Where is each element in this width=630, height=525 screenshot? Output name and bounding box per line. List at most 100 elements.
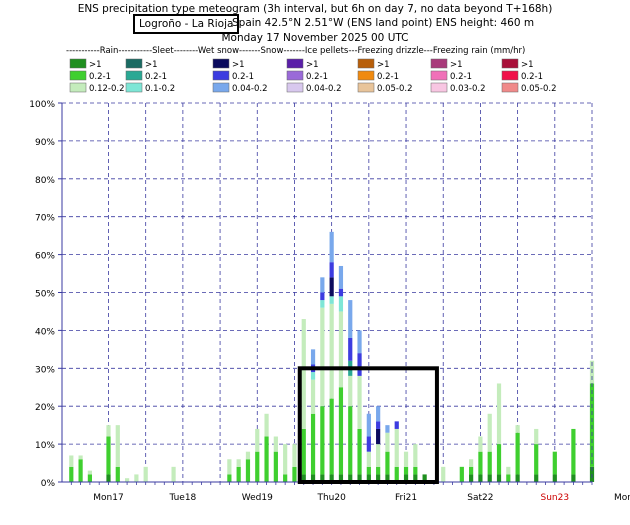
xtick-label: Sun23 bbox=[541, 493, 570, 503]
bar-segment bbox=[338, 311, 344, 388]
bar-segment bbox=[469, 474, 474, 482]
bar-segment bbox=[376, 444, 381, 467]
bar-segment bbox=[403, 474, 409, 482]
bar-segment bbox=[283, 444, 288, 475]
bar-segment bbox=[227, 474, 232, 482]
bar-segment bbox=[320, 474, 325, 482]
run-time: Monday 17 November 2025 00 UTC bbox=[221, 32, 409, 44]
ytick-label: 50% bbox=[35, 290, 55, 300]
bar-segment bbox=[310, 349, 316, 365]
ytick-label: 70% bbox=[35, 214, 55, 224]
bar-segment bbox=[273, 436, 278, 452]
legend-label: 0.03-0.2 bbox=[450, 84, 486, 94]
ytick-label: 30% bbox=[35, 365, 55, 375]
legend-swatch-snow-2 bbox=[286, 82, 304, 93]
bar-segment bbox=[534, 474, 539, 482]
xtick-label: Tue18 bbox=[168, 493, 196, 503]
bar-segment bbox=[310, 372, 316, 380]
bar-segment bbox=[338, 387, 344, 475]
legend-label: 0.2-1 bbox=[145, 72, 167, 82]
legend-label: 0.2-1 bbox=[450, 72, 472, 82]
legend-label: 0.05-0.2 bbox=[521, 84, 557, 94]
bar-segment bbox=[338, 288, 344, 297]
bar-segment bbox=[478, 474, 483, 482]
bar-segment bbox=[338, 474, 344, 482]
bar-segment bbox=[329, 474, 334, 482]
bar-segment bbox=[329, 262, 334, 278]
legend-heading: -----------Rain-----------Sleet--------W… bbox=[66, 46, 526, 56]
bar-segment bbox=[310, 413, 316, 475]
bar-segment bbox=[366, 474, 371, 482]
bar-segment bbox=[496, 444, 502, 475]
bar-segment bbox=[422, 474, 427, 482]
bar-segment bbox=[245, 451, 251, 460]
bar-segment bbox=[534, 444, 539, 475]
bar-segment bbox=[69, 455, 74, 467]
bar-segment bbox=[329, 303, 334, 399]
bar-segment bbox=[403, 451, 409, 467]
legend-label: 0.04-0.2 bbox=[306, 84, 342, 94]
bar-segment bbox=[236, 466, 241, 482]
bar-segment bbox=[376, 406, 381, 422]
bar-segment bbox=[273, 451, 278, 482]
legend-label: 0.2-1 bbox=[306, 72, 328, 82]
bar-segment bbox=[320, 300, 325, 308]
legend-swatch-sleet-2 bbox=[125, 82, 143, 93]
legend-swatch-snow-1 bbox=[286, 70, 304, 81]
bar-segment bbox=[441, 466, 446, 482]
xtick-label: Thu20 bbox=[316, 493, 346, 503]
legend-label: 0.12-0.2 bbox=[89, 84, 125, 94]
bar-segment bbox=[236, 459, 241, 467]
bar-segment bbox=[478, 436, 483, 452]
bar-segment bbox=[348, 300, 353, 338]
bar-segment bbox=[264, 413, 269, 437]
bar-segment bbox=[357, 330, 362, 354]
bar-segment bbox=[413, 466, 418, 475]
bar-segment bbox=[115, 425, 120, 467]
bar-segment bbox=[78, 455, 83, 460]
bar-segment bbox=[264, 436, 269, 482]
bar-segment bbox=[283, 474, 288, 482]
legend-swatch-ice-pellets-1 bbox=[357, 70, 375, 81]
bar-segment bbox=[255, 451, 260, 482]
bar-segment bbox=[329, 398, 334, 475]
legend-label: >1 bbox=[521, 60, 534, 70]
legend-swatch-wet-snow-2 bbox=[212, 82, 230, 93]
bar-segment bbox=[376, 421, 381, 429]
bar-segment bbox=[292, 444, 297, 467]
legend-swatch-rain-1 bbox=[69, 70, 87, 81]
bar-segment bbox=[87, 470, 92, 475]
legend-label: 0.2-1 bbox=[89, 72, 111, 82]
bar-segment bbox=[69, 466, 74, 482]
bar-segment bbox=[487, 451, 492, 475]
ytick-label: 10% bbox=[35, 441, 55, 451]
legend-label: 0.1-0.2 bbox=[145, 84, 175, 94]
legend-label: >1 bbox=[377, 60, 390, 70]
bar-segment bbox=[413, 444, 418, 467]
bar-segment bbox=[469, 466, 474, 475]
legend-swatch-rain-2 bbox=[69, 82, 87, 93]
bar-segment bbox=[348, 375, 353, 407]
bar-segment bbox=[515, 432, 520, 475]
legend-label: 0.05-0.2 bbox=[377, 84, 413, 94]
bar-segment bbox=[143, 466, 148, 482]
legend-label: >1 bbox=[145, 60, 158, 70]
bar-segment bbox=[506, 466, 511, 475]
bar-segment bbox=[357, 474, 362, 482]
bar-segment bbox=[403, 466, 409, 475]
bar-segment bbox=[376, 466, 381, 475]
bar-segment bbox=[106, 474, 111, 482]
bar-segment bbox=[515, 425, 520, 433]
bar-segment bbox=[487, 474, 492, 482]
bar-segment bbox=[357, 428, 362, 475]
bar-segment bbox=[320, 292, 325, 301]
xtick-label: Mon24 bbox=[614, 493, 630, 503]
bar-segment bbox=[78, 459, 83, 482]
bar-segment bbox=[366, 451, 371, 467]
bar-segment bbox=[338, 265, 344, 289]
legend-label: >1 bbox=[306, 60, 319, 70]
bar-segment bbox=[255, 428, 260, 452]
bar-segment bbox=[385, 474, 390, 482]
bar-segment bbox=[320, 307, 325, 407]
